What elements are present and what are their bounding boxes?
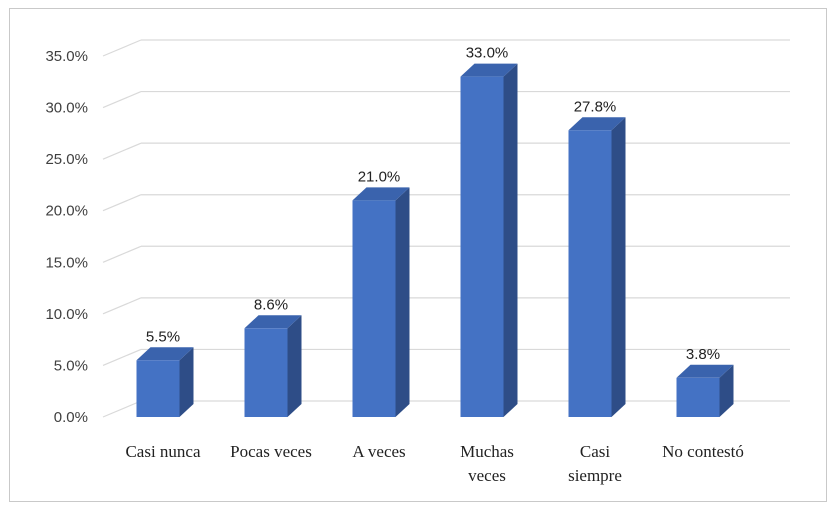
bar-top bbox=[244, 315, 302, 329]
gridline-diagonal bbox=[102, 39, 142, 57]
category-label: veces bbox=[468, 466, 506, 485]
category-labels: Casi nunca Pocas veces A veces Muchas veces C… bbox=[125, 442, 743, 485]
gridline-diagonal bbox=[102, 348, 142, 366]
gridline-diagonal bbox=[102, 194, 142, 212]
bars bbox=[136, 63, 734, 418]
gridline-diagonal bbox=[102, 297, 142, 315]
bar-side bbox=[719, 364, 734, 417]
bar-side bbox=[611, 117, 626, 418]
bar bbox=[352, 200, 396, 417]
y-tick-label: 15.0% bbox=[45, 254, 88, 271]
category-label: Casi nunca bbox=[125, 442, 201, 461]
bar bbox=[676, 377, 720, 417]
gridline-diagonal bbox=[102, 91, 142, 109]
category-label: A veces bbox=[352, 442, 405, 461]
bar bbox=[136, 360, 180, 417]
bar-side bbox=[395, 187, 410, 417]
bar bbox=[568, 130, 612, 417]
data-label: 8.6% bbox=[254, 296, 288, 313]
data-label: 27.8% bbox=[574, 98, 617, 115]
category-label: No contestó bbox=[662, 442, 744, 461]
bar-side bbox=[503, 63, 518, 417]
bar-top bbox=[352, 187, 410, 201]
category-label: Muchas bbox=[460, 442, 514, 461]
data-labels: 5.5% 8.6% 21.0% 33.0% 27.8% 3.8% bbox=[146, 45, 720, 363]
gridline-diagonal bbox=[102, 245, 142, 263]
y-tick-label: 30.0% bbox=[45, 100, 88, 117]
data-label: 5.5% bbox=[146, 328, 180, 345]
chart-frame bbox=[9, 8, 827, 502]
bar-top bbox=[460, 63, 518, 77]
y-axis-ticks: 0.0% 5.0% 10.0% 15.0% 20.0% 25.0% 30.0% 35.0% bbox=[45, 48, 88, 426]
bar-top bbox=[568, 117, 626, 131]
bar bbox=[460, 76, 504, 417]
bar-side bbox=[287, 315, 302, 417]
y-tick-label: 25.0% bbox=[45, 151, 88, 168]
data-label: 21.0% bbox=[358, 168, 401, 185]
bar-top bbox=[676, 364, 734, 378]
y-tick-label: 20.0% bbox=[45, 203, 88, 220]
bar bbox=[244, 328, 288, 417]
category-label: siempre bbox=[568, 466, 622, 485]
y-tick-label: 0.0% bbox=[54, 409, 88, 426]
data-label: 33.0% bbox=[466, 45, 509, 62]
category-label: Pocas veces bbox=[230, 442, 312, 461]
y-tick-label: 5.0% bbox=[54, 357, 88, 374]
gridline-diagonal bbox=[102, 400, 142, 418]
y-tick-label: 10.0% bbox=[45, 306, 88, 323]
bar-side bbox=[179, 347, 194, 417]
gridline-diagonal bbox=[102, 142, 142, 160]
y-tick-label: 35.0% bbox=[45, 48, 88, 65]
category-label: Casi bbox=[580, 442, 611, 461]
bar-top bbox=[136, 347, 194, 361]
data-label: 3.8% bbox=[686, 346, 720, 363]
